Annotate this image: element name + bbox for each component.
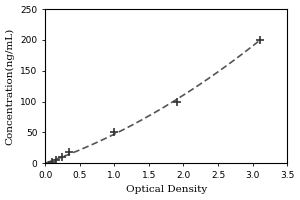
X-axis label: Optical Density: Optical Density	[126, 185, 207, 194]
Y-axis label: Concentration(ng/mL): Concentration(ng/mL)	[6, 28, 15, 145]
